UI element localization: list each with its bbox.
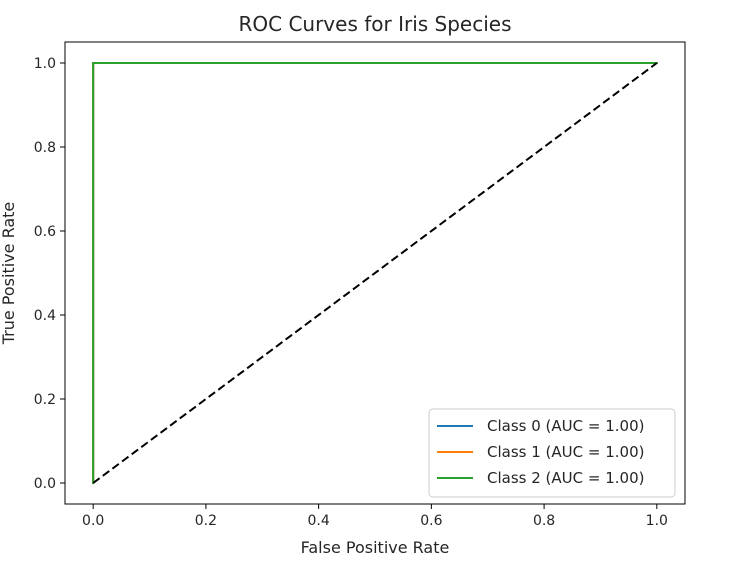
legend: Class 0 (AUC = 1.00) Class 1 (AUC = 1.00)… xyxy=(428,408,676,498)
chart-title: ROC Curves for Iris Species xyxy=(238,12,511,36)
y-tick-label: 0.2 xyxy=(34,392,56,408)
y-tick-label: 0.4 xyxy=(34,308,56,324)
x-tick-label: 0.0 xyxy=(82,513,104,529)
x-tick-label: 0.6 xyxy=(420,513,442,529)
y-tick-label: 0.8 xyxy=(34,140,56,156)
y-tick-label: 1.0 xyxy=(34,56,56,72)
legend-label-0: Class 0 (AUC = 1.00) xyxy=(487,417,644,435)
plot-series xyxy=(92,62,658,484)
x-tick-label: 0.2 xyxy=(195,513,217,529)
x-axis-label: False Positive Rate xyxy=(301,538,450,557)
plot-frame xyxy=(64,41,686,505)
legend-entries: Class 0 (AUC = 1.00) Class 1 (AUC = 1.00)… xyxy=(437,417,644,487)
y-axis-label: True Positive Rate xyxy=(0,202,18,346)
x-tick-label: 1.0 xyxy=(646,513,668,529)
legend-box xyxy=(428,408,676,498)
axis-ticks: 0.0 0.2 0.4 0.6 0.8 1.0 0.0 0.2 0.4 0.6 0.8 1.0 xyxy=(34,56,668,529)
x-tick-label: 0.8 xyxy=(533,513,555,529)
legend-label-2: Class 2 (AUC = 1.00) xyxy=(487,469,644,487)
x-tick-label: 0.4 xyxy=(308,513,330,529)
y-tick-label: 0.0 xyxy=(34,476,56,492)
roc-series-line-2 xyxy=(92,62,658,484)
y-tick-label: 0.6 xyxy=(34,224,56,240)
chance-diagonal-line xyxy=(92,62,658,484)
legend-label-1: Class 1 (AUC = 1.00) xyxy=(487,443,644,461)
